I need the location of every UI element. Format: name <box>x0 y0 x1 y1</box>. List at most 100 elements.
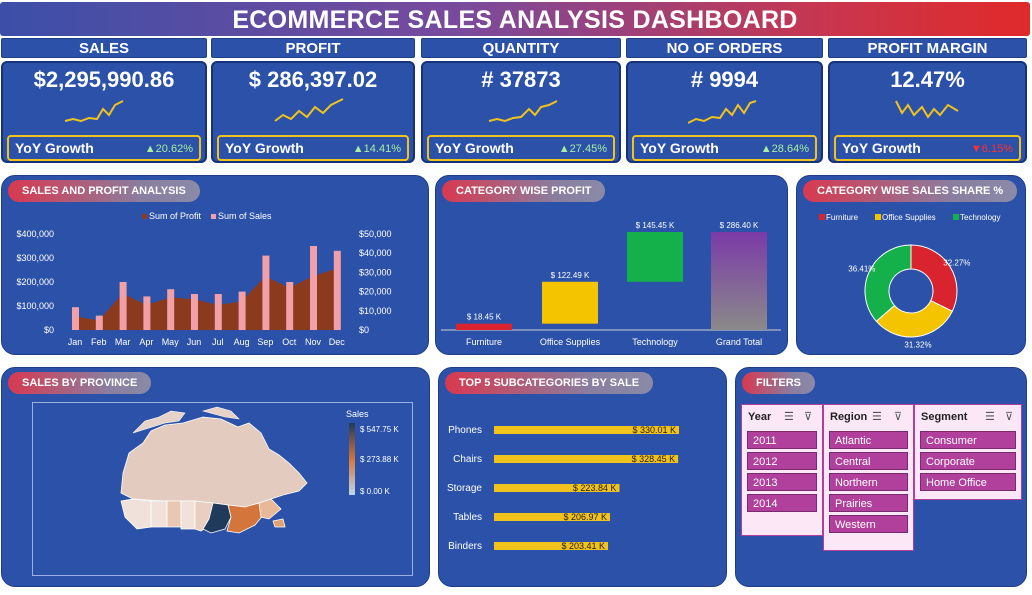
panel-title: CATEGORY WISE SALES SHARE % <box>803 180 1018 202</box>
data-label: $ 145.45 K <box>636 221 675 230</box>
profit-area <box>75 268 337 330</box>
x-tick-label: Feb <box>91 337 107 347</box>
kpi-card-profit: $ 286,397.02 YoY Growth ▲14.41% <box>211 61 415 163</box>
data-label: $ 203.41 K <box>561 541 605 551</box>
category-profit-panel: CATEGORY WISE PROFIT $ 18.45 K Furniture $… <box>435 175 788 355</box>
slicer-item[interactable]: 2013 <box>747 473 817 491</box>
sales-bar <box>167 289 175 330</box>
slicer-item[interactable]: Northern <box>829 473 908 491</box>
waterfall-bar <box>456 323 512 330</box>
subcategory-bar <box>494 542 609 550</box>
legend-swatch <box>875 214 881 220</box>
data-label: $ 122.49 K <box>551 271 590 280</box>
kpi-card-quantity: # 37873 YoY Growth ▲27.45% <box>421 61 621 163</box>
data-label: $ 328.45 K <box>632 454 676 464</box>
year-slicer[interactable]: Year ☰ ⊽ 2011 2012 2013 2014 <box>741 404 823 536</box>
slicer-item[interactable]: Atlantic <box>829 431 908 449</box>
multi-select-icon[interactable]: ☰ <box>872 411 882 423</box>
yoy-box: YoY Growth ▼6.15% <box>834 135 1021 161</box>
slicer-item[interactable]: Consumer <box>920 431 1016 449</box>
x-tick-label: Sep <box>257 337 273 347</box>
yoy-label: YoY Growth <box>842 140 921 156</box>
yoy-label: YoY Growth <box>225 140 304 156</box>
data-label: 32.27% <box>943 258 970 267</box>
kpi-value: 12.47% <box>890 67 965 92</box>
kpi-header-profit: PROFIT <box>211 38 415 58</box>
x-tick-label: Office Supplies <box>540 337 601 347</box>
legend-label: Office Supplies <box>882 213 936 222</box>
yoy-value: ▼6.15% <box>970 143 1013 155</box>
kpi-header-margin: PROFIT MARGIN <box>828 38 1027 58</box>
sales-bar <box>95 315 103 330</box>
sales-bar <box>72 307 79 330</box>
sales-bar <box>310 246 317 330</box>
y-tick-left: $0 <box>44 325 54 335</box>
yoy-value: ▲28.64% <box>760 143 809 155</box>
data-label: 36.41% <box>848 265 875 274</box>
sparkline-icon <box>488 100 558 123</box>
yoy-label: YoY Growth <box>15 140 94 156</box>
legend-label: Furniture <box>826 213 859 222</box>
slicer-item[interactable]: Home Office <box>920 473 1016 491</box>
donut-slice <box>875 300 953 338</box>
clear-filter-icon[interactable]: ⊽ <box>804 411 813 423</box>
y-tick-left: $100,000 <box>16 301 54 311</box>
subcategory-bar <box>494 455 679 463</box>
clear-filter-icon[interactable]: ⊽ <box>894 411 903 423</box>
panel-title: SALES BY PROVINCE <box>8 372 152 394</box>
province-panel: SALES BY PROVINCE Sales $ 547.75 K $ 273… <box>1 367 430 587</box>
sparkline-icon <box>688 100 757 124</box>
slicer-item[interactable]: 2014 <box>747 494 817 512</box>
sales-profit-chart: Sum of Profit Sum of Sales $400,000 $300,… <box>16 211 391 347</box>
donut-slice <box>910 244 958 312</box>
sales-bar <box>119 282 127 330</box>
kpi-header-sales: SALES <box>1 38 207 58</box>
y-tick-right: $0 <box>359 325 369 335</box>
sparkline-icon <box>64 100 124 123</box>
slicer-item[interactable]: Western <box>829 515 908 533</box>
sales-bar <box>214 294 222 330</box>
top5-panel: TOP 5 SUBCATEGORIES BY SALE Phones $ 330.… <box>438 367 727 587</box>
legend-swatch <box>953 214 959 220</box>
x-tick-label: Aug <box>234 337 250 347</box>
multi-select-icon[interactable]: ☰ <box>784 411 794 423</box>
legend-profit-swatch <box>142 214 147 219</box>
sales-profit-panel: SALES AND PROFIT ANALYSIS Sum of Profit … <box>1 175 429 355</box>
sales-bar <box>262 255 270 330</box>
data-label: $ 286.40 K <box>720 221 759 230</box>
y-tick-left: $400,000 <box>16 229 54 239</box>
data-label: 31.32% <box>904 341 931 350</box>
x-tick-label: Nov <box>305 337 322 347</box>
yoy-label: YoY Growth <box>435 140 514 156</box>
legend-swatch <box>819 214 825 220</box>
slicer-item[interactable]: 2011 <box>747 431 817 449</box>
sales-bar <box>191 294 198 330</box>
filters-panel: FILTERS Year ☰ ⊽ 2011 2012 2013 2014 Reg… <box>735 367 1027 587</box>
clear-filter-icon[interactable]: ⊽ <box>1005 411 1014 423</box>
x-tick-label: Furniture <box>466 337 502 347</box>
sales-bar <box>143 296 151 330</box>
map-legend-max: $ 547.75 K <box>360 425 399 434</box>
legend-sales: Sum of Sales <box>218 211 272 221</box>
segment-slicer[interactable]: Segment ☰ ⊽ Consumer Corporate Home Offi… <box>914 404 1022 500</box>
subcategory-bar <box>494 484 620 492</box>
map-legend-scale <box>349 423 355 495</box>
slicer-item[interactable]: 2012 <box>747 452 817 470</box>
slicer-header: Region <box>830 411 868 423</box>
slicer-item[interactable]: Prairies <box>829 494 908 512</box>
x-tick-label: Oct <box>282 337 297 347</box>
kpi-header-orders: NO OF ORDERS <box>626 38 823 58</box>
top5-chart: Phones $ 330.01 K Chairs $ 328.45 K Storage $… <box>447 425 679 552</box>
map-frame: Sales $ 547.75 K $ 273.88 K $ 0.00 K <box>32 402 413 576</box>
category-share-panel: CATEGORY WISE SALES SHARE % Furniture Off… <box>796 175 1026 355</box>
panel-title: CATEGORY WISE PROFIT <box>442 180 606 202</box>
x-tick-label: Jul <box>212 337 224 347</box>
slicer-item[interactable]: Corporate <box>920 452 1016 470</box>
multi-select-icon[interactable]: ☰ <box>985 411 995 423</box>
slicer-item[interactable]: Central <box>829 452 908 470</box>
subcategory-bar <box>494 513 611 521</box>
panel-title: TOP 5 SUBCATEGORIES BY SALE <box>445 372 654 394</box>
region-slicer[interactable]: Region ☰ ⊽ Atlantic Central Northern Pra… <box>823 404 914 551</box>
legend-label: Technology <box>960 213 1000 222</box>
x-tick-label: Jun <box>187 337 202 347</box>
